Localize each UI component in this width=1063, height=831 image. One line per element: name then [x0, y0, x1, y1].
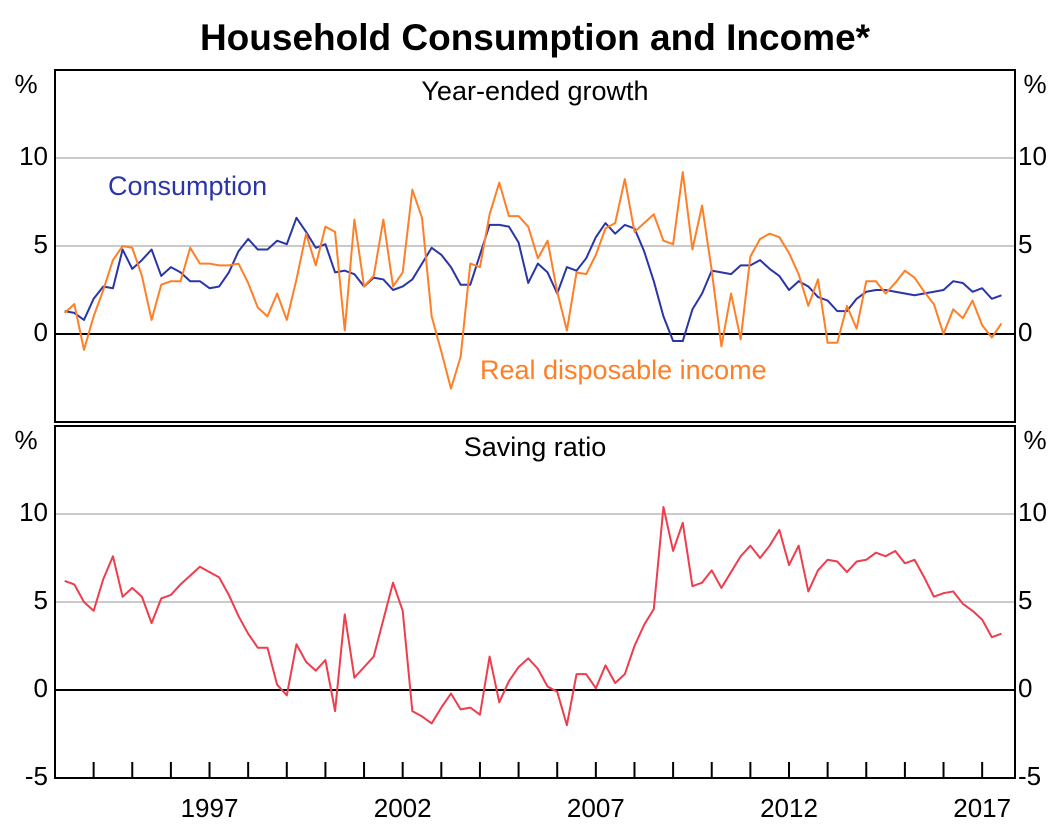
x-tick-label: 2002	[374, 793, 432, 823]
series-line	[63, 171, 1003, 390]
series-label: Consumption	[108, 171, 267, 201]
y-unit: %	[1023, 69, 1046, 99]
y-tick-label: 5	[34, 585, 48, 615]
y-tick-label: 0	[1018, 317, 1032, 347]
y-unit: %	[14, 69, 37, 99]
chart-title: Household Consumption and Income*	[200, 17, 871, 58]
y-tick-label: -5	[25, 761, 48, 791]
x-tick-label: 2012	[760, 793, 818, 823]
y-tick-label: 0	[1018, 673, 1032, 703]
series-line	[64, 505, 1002, 727]
y-tick-label: 10	[1018, 497, 1047, 527]
y-tick-label: 10	[19, 141, 48, 171]
y-tick-label: 5	[1018, 585, 1032, 615]
y-tick-label: 10	[1018, 141, 1047, 171]
x-tick-label: 2017	[953, 793, 1011, 823]
y-tick-label: -5	[1018, 761, 1041, 791]
panel-frame	[54, 425, 1016, 779]
panel-title: Saving ratio	[464, 432, 607, 462]
y-tick-label: 5	[1018, 229, 1032, 259]
y-unit: %	[14, 425, 37, 455]
panel-title: Year-ended growth	[421, 76, 648, 106]
y-tick-label: 0	[34, 317, 48, 347]
x-tick-label: 1997	[181, 793, 239, 823]
series-label: Real disposable income	[480, 355, 767, 385]
y-unit: %	[1023, 425, 1046, 455]
y-tick-label: 5	[34, 229, 48, 259]
x-tick-label: 2007	[567, 793, 625, 823]
panel-frame	[54, 69, 1016, 423]
series-line	[64, 216, 1002, 343]
y-tick-label: 10	[19, 497, 48, 527]
y-tick-label: 0	[34, 673, 48, 703]
